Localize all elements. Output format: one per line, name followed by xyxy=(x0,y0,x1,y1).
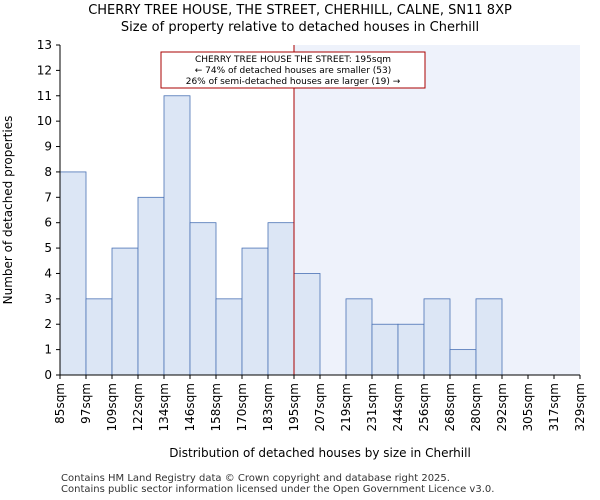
y-tick-label: 9 xyxy=(44,140,52,154)
bar-146sqm xyxy=(189,222,217,376)
bar-97sqm xyxy=(85,298,113,376)
x-tick-label: 158sqm xyxy=(209,383,223,431)
footer-line-1: Contains HM Land Registry data © Crown c… xyxy=(61,473,450,484)
bar-244sqm xyxy=(397,323,425,376)
x-axis-label: Distribution of detached houses by size … xyxy=(169,446,471,460)
y-tick-label: 2 xyxy=(44,317,52,331)
y-tick-label: 5 xyxy=(44,241,52,255)
x-tick-label: 109sqm xyxy=(105,383,119,431)
x-tick-label: 244sqm xyxy=(391,383,405,431)
bar-134sqm xyxy=(163,95,191,376)
y-tick-label: 10 xyxy=(37,114,52,128)
x-tick-label: 305sqm xyxy=(521,383,535,431)
x-tick-label: 268sqm xyxy=(443,383,457,431)
x-tick-label: 231sqm xyxy=(365,383,379,431)
x-tick-label: 207sqm xyxy=(313,383,327,431)
bar-85sqm xyxy=(59,171,87,376)
x-tick-label: 280sqm xyxy=(469,383,483,431)
bar-219sqm xyxy=(345,298,373,376)
bar-122sqm xyxy=(137,196,165,376)
x-tick-label: 195sqm xyxy=(287,383,301,431)
x-tick-label: 317sqm xyxy=(547,383,561,431)
x-axis: 85sqm 97sqm 109sqm 122sqm 134sqm 146sqm 158sqm… xyxy=(53,374,587,431)
y-tick-label: 6 xyxy=(44,216,52,230)
y-tick-label: 0 xyxy=(44,368,52,382)
y-tick-label: 12 xyxy=(37,63,52,77)
annotation-line-2: ← 74% of detached houses are smaller (53… xyxy=(195,66,392,76)
bar-231sqm xyxy=(371,323,399,376)
y-tick-label: 11 xyxy=(37,89,52,103)
x-tick-label: 329sqm xyxy=(573,383,587,431)
y-tick-label: 13 xyxy=(37,38,52,52)
annotation-line-1: CHERRY TREE HOUSE THE STREET: 195sqm xyxy=(195,55,391,65)
bars-group xyxy=(59,95,503,376)
bar-195sqm xyxy=(293,273,321,376)
bar-268sqm xyxy=(449,349,477,376)
x-tick-label: 292sqm xyxy=(495,383,509,431)
bar-256sqm xyxy=(423,298,451,376)
y-tick-label: 4 xyxy=(44,266,52,280)
chart-subtitle: Size of property relative to detached ho… xyxy=(120,20,480,35)
bar-109sqm xyxy=(111,247,139,376)
x-tick-label: 256sqm xyxy=(417,383,431,431)
x-tick-label: 146sqm xyxy=(183,383,197,431)
y-tick-label: 7 xyxy=(44,190,52,204)
bar-183sqm xyxy=(267,222,295,376)
y-tick-label: 1 xyxy=(44,343,52,357)
x-tick-label: 170sqm xyxy=(235,383,249,431)
y-tick-label: 8 xyxy=(44,165,52,179)
x-tick-label: 97sqm xyxy=(79,383,93,424)
x-tick-label: 134sqm xyxy=(157,383,171,431)
annotation-line-3: 26% of semi-detached houses are larger (… xyxy=(186,77,401,87)
x-tick-label: 85sqm xyxy=(53,383,67,424)
y-tick-label: 3 xyxy=(44,292,52,306)
x-tick-label: 122sqm xyxy=(131,383,145,431)
x-tick-label: 219sqm xyxy=(339,383,353,431)
footer-line-2: Contains public sector information licen… xyxy=(61,484,495,495)
y-axis-label: Number of detached properties xyxy=(1,116,15,305)
bar-280sqm xyxy=(475,298,503,376)
bar-170sqm xyxy=(241,247,269,376)
annotation-box xyxy=(160,51,426,89)
bar-158sqm xyxy=(215,298,243,376)
chart-title: CHERRY TREE HOUSE, THE STREET, CHERHILL,… xyxy=(88,3,512,18)
x-tick-label: 183sqm xyxy=(261,383,275,431)
